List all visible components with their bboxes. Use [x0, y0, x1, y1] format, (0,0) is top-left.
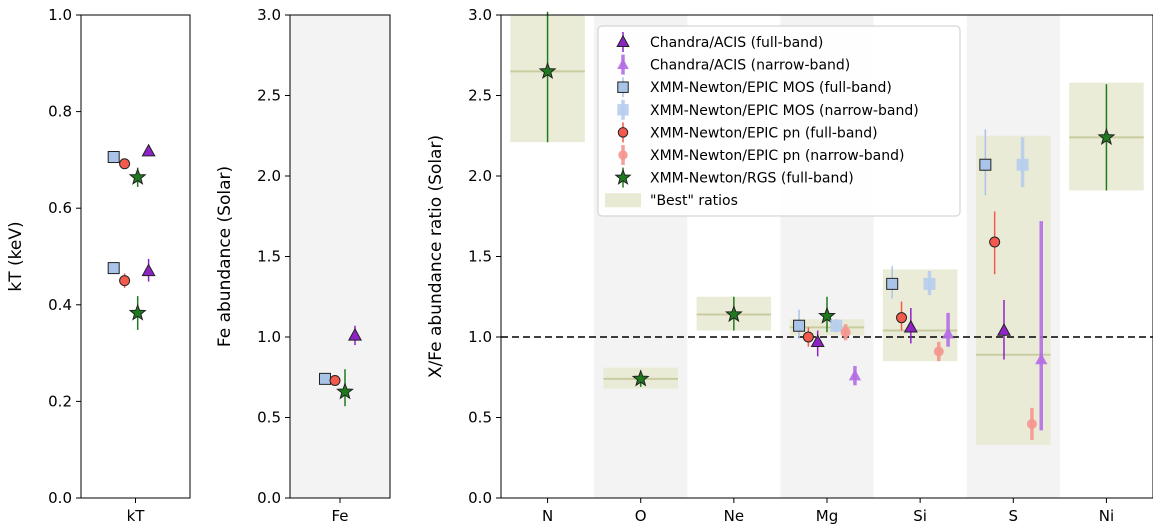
data-point — [724, 305, 743, 323]
y-tick-label: 1.0 — [257, 328, 281, 346]
data-point — [141, 143, 156, 157]
x-tick-label: N — [542, 507, 553, 525]
data-point — [1026, 418, 1037, 429]
data-point — [802, 331, 814, 343]
y-axis-label: X/Fe abundance ratio (Solar) — [426, 135, 446, 378]
legend-label: Chandra/ACIS (narrow-band) — [650, 58, 850, 74]
legend-label: XMM-Newton/EPIC pn (full-band) — [650, 125, 878, 141]
legend-marker — [614, 168, 632, 185]
legend-marker — [617, 81, 629, 93]
data-point — [141, 263, 156, 277]
data-point — [107, 262, 120, 275]
y-tick-label: 0.6 — [48, 199, 72, 217]
y-tick-label: 0.4 — [48, 296, 72, 314]
y-tick-label: 0.8 — [48, 103, 72, 121]
panel-kt: 0.0 0.2 0.4 0.6 0.8 1.0 kT kT (keV) — [6, 6, 191, 525]
legend-marker — [616, 34, 630, 47]
legend-label: "Best" ratios — [650, 193, 738, 209]
data-point — [128, 167, 147, 185]
data-point — [810, 334, 825, 348]
data-point — [119, 275, 131, 287]
legend-label: XMM-Newton/EPIC pn (narrow-band) — [650, 148, 904, 164]
data-point — [989, 236, 1001, 248]
data-point — [941, 327, 955, 339]
data-point — [848, 369, 862, 381]
y-tick-label: 0.2 — [48, 392, 72, 410]
y-tick-label: 2.5 — [468, 87, 492, 105]
data-point — [1097, 127, 1116, 145]
legend-label: XMM-Newton/EPIC MOS (full-band) — [650, 80, 892, 96]
y-tick-label: 3.0 — [468, 6, 492, 24]
legend-marker — [617, 104, 629, 116]
x-tick-label: kT — [127, 507, 146, 525]
legend-marker — [618, 150, 628, 160]
data-point — [923, 277, 936, 290]
x-tick-label: Ni — [1099, 507, 1114, 525]
x-tick-label: Ne — [724, 507, 744, 525]
legend-label: XMM-Newton/RGS (full-band) — [650, 171, 854, 187]
data-point — [631, 369, 650, 387]
legend: Chandra/ACIS (full-band) Chandra/ACIS (na… — [597, 25, 961, 217]
y-tick-label: 0.0 — [257, 489, 281, 507]
legend-best-swatch — [605, 193, 641, 208]
data-point — [840, 327, 851, 338]
data-point — [128, 303, 147, 321]
data-point — [896, 312, 908, 324]
y-tick-label: 1.5 — [257, 248, 281, 266]
data-point — [1035, 353, 1048, 365]
x-tick-label: Mg — [816, 507, 838, 525]
legend-marker — [617, 58, 629, 70]
plot-frame — [500, 14, 1153, 499]
y-tick-label: 2.0 — [468, 167, 492, 185]
plot-frame — [80, 14, 191, 499]
data-point — [886, 277, 899, 290]
data-point — [347, 327, 363, 341]
data-point — [979, 158, 992, 171]
data-point — [107, 151, 120, 164]
y-tick-label: 1.0 — [468, 328, 492, 346]
y-tick-label: 2.5 — [257, 87, 281, 105]
y-tick-label: 0.0 — [468, 489, 492, 507]
data-point — [996, 323, 1011, 336]
y-axis-label: Fe abundance (Solar) — [215, 166, 235, 347]
y-tick-label: 2.0 — [257, 167, 281, 185]
data-point — [336, 382, 354, 400]
y-tick-label: 0.5 — [257, 409, 281, 427]
legend-label: Chandra/ACIS (full-band) — [650, 35, 823, 51]
data-point — [830, 319, 843, 332]
legend-marker — [617, 127, 629, 138]
y-tick-label: 0.5 — [468, 409, 492, 427]
y-tick-label: 1.0 — [48, 6, 72, 24]
data-point — [329, 374, 341, 386]
y-tick-label: 0.0 — [48, 489, 72, 507]
category-shade — [290, 15, 390, 498]
panel-fe: 0.0 0.5 1.0 1.5 2.0 2.5 3.0 Fe Fe abundance (Sol… — [215, 6, 391, 525]
legend-box — [597, 25, 961, 217]
y-tick-label: 3.0 — [257, 6, 281, 24]
data-point — [903, 319, 918, 333]
data-point — [538, 61, 557, 79]
data-point — [793, 319, 806, 332]
best-ratio-band — [976, 135, 1051, 445]
y-tick-label: 1.5 — [468, 248, 492, 266]
x-tick-label: Si — [913, 507, 927, 525]
x-tick-label: S — [1009, 507, 1019, 525]
x-tick-label: Fe — [331, 507, 348, 525]
y-axis-label: kT (keV) — [6, 221, 26, 291]
plot-frame — [289, 14, 391, 499]
data-point — [119, 158, 131, 170]
legend-label: XMM-Newton/EPIC MOS (narrow-band) — [650, 103, 919, 119]
data-point — [933, 346, 944, 357]
data-point — [818, 306, 836, 324]
data-point — [1016, 158, 1029, 171]
x-tick-label: O — [635, 507, 647, 525]
data-point — [319, 372, 331, 385]
